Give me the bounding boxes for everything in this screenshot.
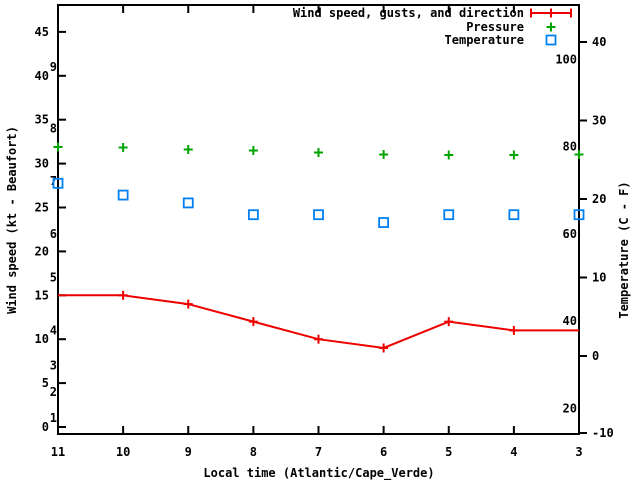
beaufort-label: 8 [50, 121, 57, 135]
kt-tick-label: 45 [35, 25, 49, 39]
beaufort-label: 9 [50, 60, 57, 74]
celsius-tick-label: -10 [592, 426, 614, 440]
x-tick-label: 8 [250, 445, 257, 459]
temperature-axis-label: Temperature (C - F) [617, 181, 631, 319]
temperature-marker [508, 209, 520, 221]
beaufort-label: 6 [50, 227, 57, 241]
fahrenheit-label: 60 [563, 227, 577, 241]
kt-tick-label: 40 [35, 69, 49, 83]
kt-tick-label: 15 [35, 288, 49, 302]
fahrenheit-label: 100 [555, 52, 577, 66]
temperature-marker [313, 209, 324, 221]
x-tick-label: 4 [510, 445, 517, 459]
temperature-marker [247, 209, 259, 221]
x-tick-label: 10 [116, 445, 130, 459]
legend-sample-square [545, 34, 557, 46]
beaufort-label: 1 [50, 411, 57, 425]
temperature-marker [378, 217, 390, 228]
x-tick-label: 11 [51, 445, 65, 459]
kt-tick-label: 5 [42, 376, 49, 390]
kt-tick-label: 20 [35, 244, 49, 258]
beaufort-label: 2 [50, 385, 57, 399]
legend-label: Pressure [466, 20, 524, 34]
temperature-marker [182, 197, 194, 209]
fahrenheit-label: 20 [563, 401, 577, 415]
temperature-marker [52, 177, 64, 189]
legend-label: Temperature [445, 33, 524, 47]
kt-tick-label: 35 [35, 113, 49, 127]
kt-tick-label: 25 [35, 201, 49, 215]
celsius-tick-label: 10 [592, 271, 606, 285]
beaufort-label: 3 [50, 359, 57, 373]
fahrenheit-label: 40 [563, 314, 577, 328]
celsius-tick-label: 30 [592, 114, 606, 128]
wind-speed-axis-label: Wind speed (kt - Beaufort) [5, 126, 19, 314]
x-tick-label: 6 [380, 445, 387, 459]
temperature-marker [443, 209, 455, 221]
x-tick-label: 7 [315, 445, 322, 459]
temperature-marker [117, 189, 129, 201]
celsius-tick-label: 20 [592, 192, 606, 206]
legend-label: Wind speed, gusts, and direction [293, 6, 524, 20]
kt-tick-label: 30 [35, 157, 49, 171]
celsius-tick-label: 0 [592, 349, 599, 363]
fahrenheit-label: 80 [563, 140, 577, 154]
temperature-marker [573, 209, 585, 221]
x-tick-label: 5 [445, 445, 452, 459]
x-tick-label: 9 [185, 445, 192, 459]
x-axis-label: Local time (Atlantic/Cape_Verde) [203, 466, 435, 480]
kt-tick-label: 10 [35, 332, 49, 346]
beaufort-label: 5 [50, 271, 57, 285]
celsius-tick-label: 40 [592, 35, 606, 49]
x-tick-label: 3 [575, 445, 582, 459]
beaufort-label: 4 [50, 323, 57, 337]
kt-tick-label: 0 [42, 420, 49, 434]
